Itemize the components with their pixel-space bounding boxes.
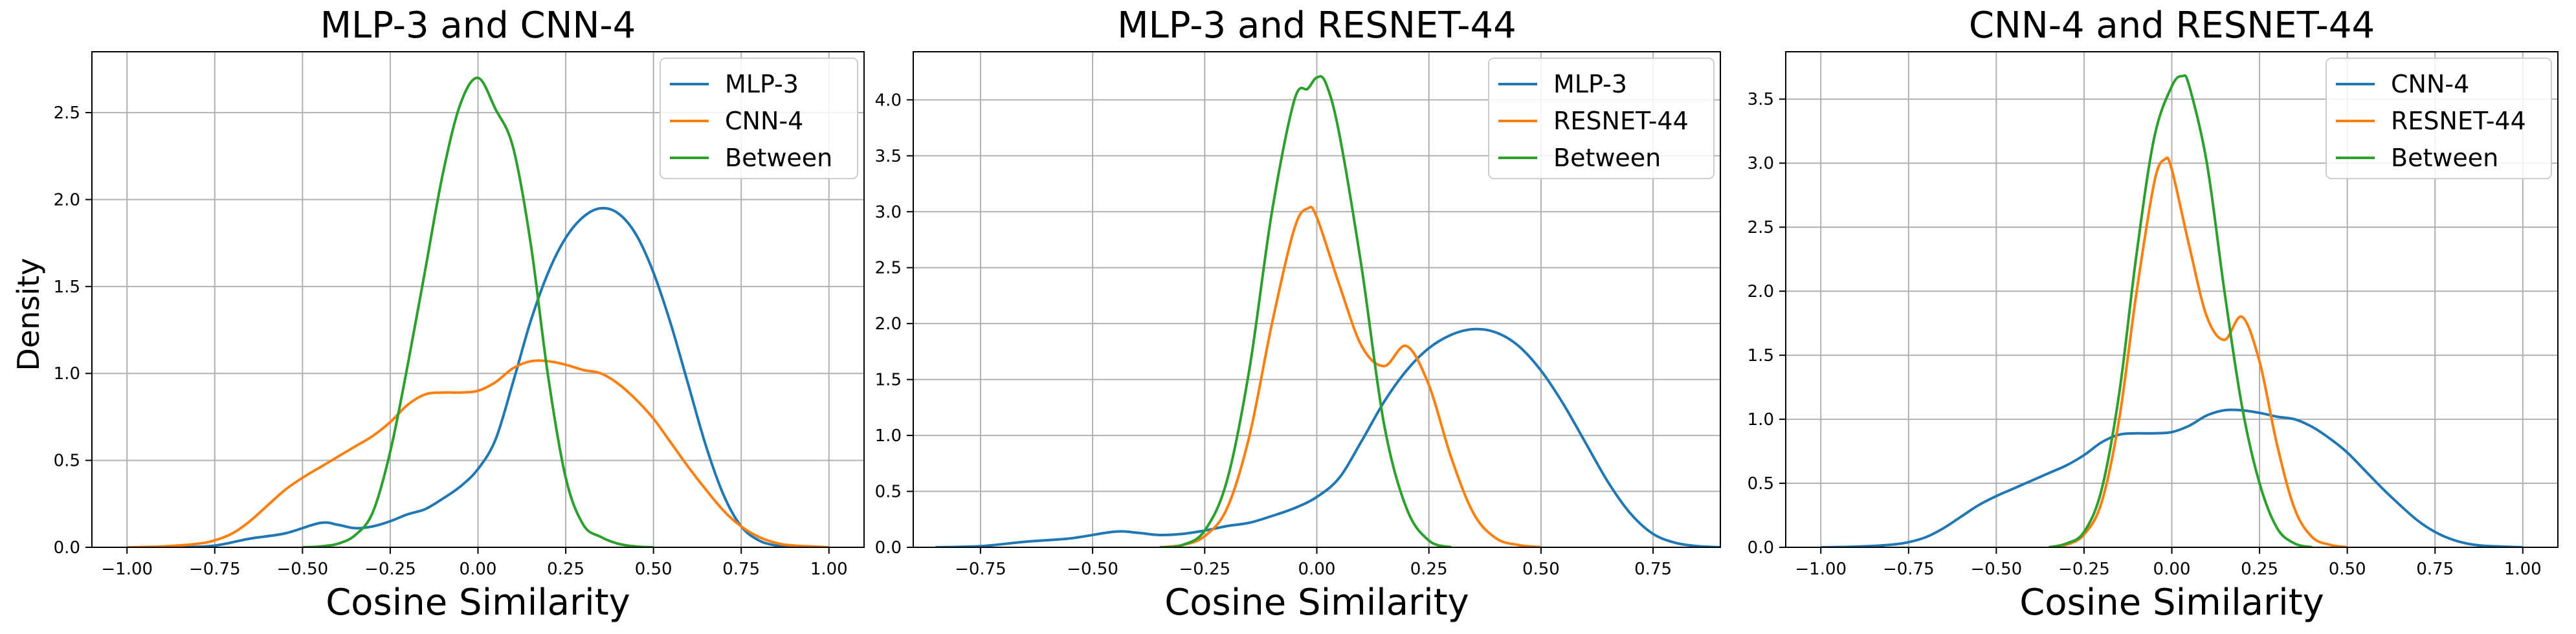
x-tick-label: 0.75: [722, 560, 760, 579]
y-tick-label: 0.5: [875, 483, 902, 502]
series-lines: [127, 76, 829, 547]
x-tick-label: 0.75: [2416, 560, 2454, 579]
y-axis-ticks: 0.0 0.5 1.0 1.5 2.0 2.5: [54, 104, 92, 558]
series-line-mlp-3: [935, 327, 1720, 547]
legend-label-mlp-3: MLP-3: [1553, 70, 1627, 98]
x-tick-label: −1.00: [101, 560, 153, 579]
legend: MLP-3 CNN-4 Between: [660, 58, 858, 179]
series-line-between: [1159, 75, 1452, 547]
chart-title: CNN-4 and RESNET-44: [1969, 5, 2375, 47]
x-tick-label: 0.50: [2329, 560, 2366, 579]
x-axis-ticks: −0.75 −0.50 −0.25 0.00 0.25 0.50 0.75: [955, 547, 1672, 579]
series-lines: [1821, 74, 2523, 547]
y-tick-label: 0.0: [1748, 538, 1774, 558]
series-line-cnn-4: [1821, 408, 2523, 547]
series-line-between: [302, 76, 654, 547]
x-tick-label: 0.25: [547, 560, 584, 579]
legend: CNN-4 RESNET-44 Between: [2326, 58, 2552, 179]
y-tick-label: 4.0: [875, 91, 902, 110]
legend-label-mlp-3: MLP-3: [725, 70, 799, 98]
x-tick-label: 0.50: [1522, 560, 1560, 579]
legend-box: [660, 58, 858, 179]
x-tick-label: −0.50: [1971, 560, 2023, 579]
series-line-cnn-4: [127, 359, 829, 547]
y-tick-label: 3.5: [875, 147, 902, 166]
chart-panel-1: −1.00 −0.75 −0.50 −0.25 0.00 0.25 0.50 0.75 1.00…: [54, 5, 865, 624]
series-line-mlp-3: [179, 206, 794, 547]
y-axis-label: Density: [11, 258, 46, 371]
x-tick-label: 1.00: [2504, 560, 2542, 579]
chart-title: MLP-3 and CNN-4: [320, 5, 636, 47]
x-tick-label: 0.25: [2241, 560, 2278, 579]
x-tick-label: 1.00: [810, 560, 848, 579]
y-tick-label: 1.0: [1748, 410, 1774, 430]
grid: [92, 52, 864, 548]
x-tick-label: 0.00: [1298, 560, 1336, 579]
legend-label-cnn-4: CNN-4: [2391, 70, 2469, 98]
legend-label-between: Between: [725, 144, 832, 172]
series-line-between: [2049, 74, 2313, 547]
x-tick-label: −0.75: [955, 560, 1006, 579]
legend-label-cnn-4: CNN-4: [725, 107, 803, 135]
x-tick-label: −0.25: [364, 560, 416, 579]
x-tick-label: 0.00: [2153, 560, 2191, 579]
y-tick-label: 3.5: [1748, 90, 1774, 109]
x-axis-label: Cosine Similarity: [2019, 582, 2324, 624]
y-tick-label: 2.5: [54, 104, 80, 123]
x-tick-label: −0.75: [189, 560, 241, 579]
y-axis-ticks: 0.0 0.5 1.0 1.5 2.0 2.5 3.0 3.5: [1748, 90, 1786, 558]
legend-label-between: Between: [1553, 144, 1661, 172]
y-tick-label: 2.5: [1748, 218, 1774, 237]
series-line-resnet-44: [2049, 156, 2348, 547]
y-tick-label: 1.0: [54, 364, 80, 384]
chart-panel-3: −1.00 −0.75 −0.50 −0.25 0.00 0.25 0.50 0.75 1.00…: [1748, 5, 2559, 624]
x-tick-label: 0.25: [1410, 560, 1448, 579]
x-tick-label: −0.25: [2058, 560, 2110, 579]
legend: MLP-3 RESNET-44 Between: [1488, 58, 1715, 179]
y-tick-label: 1.5: [1748, 346, 1774, 366]
y-tick-label: 1.5: [54, 278, 80, 297]
y-tick-label: 0.0: [54, 538, 80, 558]
x-axis-ticks: −1.00 −0.75 −0.50 −0.25 0.00 0.25 0.50 0.75 1.00: [101, 547, 848, 579]
y-tick-label: 2.0: [875, 314, 902, 334]
y-tick-label: 0.0: [875, 538, 902, 558]
x-tick-label: −0.50: [1067, 560, 1118, 579]
x-tick-label: 0.50: [635, 560, 672, 579]
x-axis-ticks: −1.00 −0.75 −0.50 −0.25 0.00 0.25 0.50 0.75 1.00: [1795, 547, 2542, 579]
legend-label-resnet-44: RESNET-44: [1553, 107, 1689, 135]
y-tick-label: 1.0: [875, 426, 902, 446]
y-axis-ticks: 0.0 0.5 1.0 1.5 2.0 2.5 3.0 3.5 4.0: [875, 91, 913, 558]
y-tick-label: 3.0: [1748, 154, 1774, 173]
y-tick-label: 2.0: [54, 190, 80, 210]
x-tick-label: 0.00: [460, 560, 497, 579]
x-tick-label: 0.75: [1634, 560, 1672, 579]
legend-box: [2326, 58, 2552, 179]
x-tick-label: −0.75: [1883, 560, 1935, 579]
legend-label-between: Between: [2391, 144, 2498, 172]
legend-label-resnet-44: RESNET-44: [2391, 107, 2526, 135]
y-tick-label: 0.5: [1748, 474, 1774, 494]
legend-box: [1488, 58, 1715, 179]
chart-panel-2: −0.75 −0.50 −0.25 0.00 0.25 0.50 0.75 0.0 0.5 1.0…: [875, 5, 1721, 624]
series-lines: [935, 75, 1720, 547]
series-line-resnet-44: [1159, 206, 1542, 547]
y-tick-label: 2.5: [875, 259, 902, 278]
chart-title: MLP-3 and RESNET-44: [1117, 5, 1516, 47]
x-tick-label: −0.50: [277, 560, 329, 579]
x-tick-label: −1.00: [1795, 560, 1847, 579]
y-tick-label: 1.5: [875, 371, 902, 390]
y-tick-label: 3.0: [875, 202, 902, 222]
y-tick-label: 0.5: [54, 452, 80, 471]
x-axis-label: Cosine Similarity: [326, 582, 630, 624]
x-tick-label: −0.25: [1179, 560, 1230, 579]
x-axis-label: Cosine Similarity: [1164, 582, 1469, 624]
y-tick-label: 2.0: [1748, 282, 1774, 301]
